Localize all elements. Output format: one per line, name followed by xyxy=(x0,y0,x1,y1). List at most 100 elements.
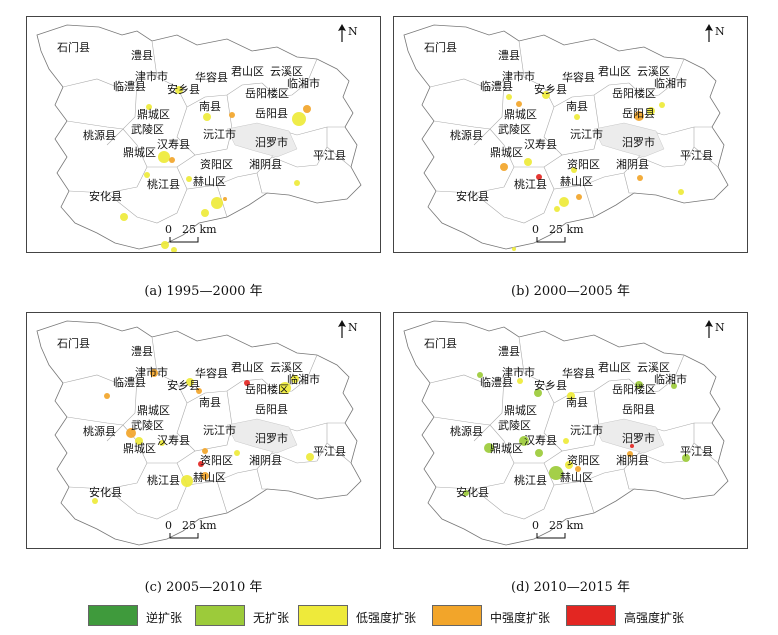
expansion-patch-mid xyxy=(575,466,581,472)
label-lixian: 澧县 xyxy=(131,345,153,358)
label-linxiang: 临湘市 xyxy=(654,373,687,386)
expansion-patch-mid xyxy=(229,112,235,118)
north-arrow-icon xyxy=(705,24,713,42)
label-anxiang: 安乡县 xyxy=(534,83,567,96)
label-wuling: 武陵区 xyxy=(131,123,164,136)
label-yueyang: 岳阳县 xyxy=(255,403,288,416)
label-nanxian: 南县 xyxy=(199,396,221,409)
expansion-patch-mid xyxy=(126,428,136,438)
label-anxiang: 安乡县 xyxy=(167,379,200,392)
scale-line xyxy=(536,533,566,539)
expansion-patch-low xyxy=(211,197,223,209)
expansion-patch-low xyxy=(678,189,684,195)
expansion-patch-low xyxy=(161,241,169,249)
legend: 逆扩张 无扩张 低强度扩张 中强度扩张 高强度扩张 xyxy=(0,601,778,631)
map-svg xyxy=(403,24,729,251)
map-panel-c: 石门县 澧县 津市市 临澧县 安乡县 华容县 君山区 云溪区 临湘市 岳阳楼区 … xyxy=(26,312,381,549)
label-heshan: 赫山区 xyxy=(560,175,593,188)
map-svg xyxy=(36,24,362,252)
region-outline xyxy=(403,24,729,250)
map-svg xyxy=(403,320,729,546)
label-shimen: 石门县 xyxy=(57,41,90,54)
label-hanshou: 汉寿县 xyxy=(524,138,557,151)
expansion-patch-high xyxy=(630,444,634,448)
label-yueyanglou: 岳阳楼区 xyxy=(245,87,289,100)
expansion-patch-mid xyxy=(500,163,508,171)
panel-caption-c: (c) 2005—2010 年 xyxy=(144,580,263,595)
label-xiangyin: 湘阴县 xyxy=(616,158,649,171)
region-outline xyxy=(36,24,362,250)
scale-value: 25 km xyxy=(182,519,217,532)
region-outline xyxy=(403,320,729,546)
label-dingcheng-south: 鼎城区 xyxy=(123,442,156,455)
expansion-patch-low xyxy=(563,438,569,444)
expansion-patch-low xyxy=(171,247,177,252)
label-yueyang: 岳阳县 xyxy=(622,403,655,416)
expansion-patch-low xyxy=(201,209,209,217)
legend-swatch-low xyxy=(298,605,348,626)
expansion-patch-low xyxy=(279,382,291,394)
label-hanshou: 汉寿县 xyxy=(157,138,190,151)
label-yuanjiang: 沅江市 xyxy=(570,128,603,141)
label-yuanjiang: 沅江市 xyxy=(570,424,603,437)
label-linxiang: 临湘市 xyxy=(654,77,687,90)
label-wuling: 武陵区 xyxy=(498,123,531,136)
scale-zero: 0 xyxy=(165,519,172,532)
expansion-patches xyxy=(120,86,311,252)
expansion-patch-low xyxy=(554,206,560,212)
label-taojiang: 桃江县 xyxy=(514,474,547,487)
expansion-patch-low xyxy=(659,102,665,108)
expansion-patch-mid xyxy=(576,194,582,200)
label-hanshou: 汉寿县 xyxy=(157,434,190,447)
label-nanxian: 南县 xyxy=(566,100,588,113)
scale-value: 25 km xyxy=(182,223,217,236)
expansion-patch-mid xyxy=(201,472,209,480)
label-xiangyin: 湘阴县 xyxy=(616,454,649,467)
label-huarong: 华容县 xyxy=(195,71,228,84)
label-yuanjiang: 沅江市 xyxy=(203,424,236,437)
expansion-patch-mid xyxy=(303,105,311,113)
label-ziyang: 资阳区 xyxy=(200,454,233,467)
expansion-patches xyxy=(92,369,314,504)
label-taoyuan: 桃源县 xyxy=(83,129,116,142)
expansion-patch-mid xyxy=(637,175,643,181)
expansion-patch-high xyxy=(198,461,204,467)
label-yueyanglou: 岳阳楼区 xyxy=(245,383,289,396)
label-hanshou: 汉寿县 xyxy=(524,434,557,447)
label-jinshi: 津市市 xyxy=(502,366,535,379)
expansion-patch-low xyxy=(120,213,128,221)
label-lixian: 澧县 xyxy=(131,49,153,62)
legend-label-low: 低强度扩张 xyxy=(356,611,417,625)
expansion-patch-low xyxy=(524,158,532,166)
panel-caption-a: (a) 1995—2000 年 xyxy=(144,284,263,299)
scale-line xyxy=(536,237,566,243)
label-pingjiang: 平江县 xyxy=(313,149,346,162)
label-yunxi: 云溪区 xyxy=(637,361,670,374)
water-bodies xyxy=(593,418,665,454)
label-dingcheng-north: 鼎城区 xyxy=(504,404,537,417)
expansion-patch-none xyxy=(682,454,690,462)
legend-swatch-mid xyxy=(432,605,482,626)
label-taojiang: 桃江县 xyxy=(147,178,180,191)
label-miluo: 汨罗市 xyxy=(622,432,655,445)
scale-line xyxy=(169,533,199,539)
expansion-patch-none xyxy=(671,383,677,389)
label-yueyang: 岳阳县 xyxy=(255,107,288,120)
label-wuling: 武陵区 xyxy=(131,419,164,432)
expansion-patch-none xyxy=(535,449,543,457)
north-arrow-icon xyxy=(338,320,346,338)
expansion-patch-low xyxy=(517,378,523,384)
legend-label-high: 高强度扩张 xyxy=(624,611,685,625)
expansion-patch-high xyxy=(244,380,250,386)
label-yueyanglou: 岳阳楼区 xyxy=(612,87,656,100)
county-boundaries xyxy=(62,336,352,520)
expansion-patch-none xyxy=(477,372,483,378)
expansion-patch-none xyxy=(534,389,542,397)
expansion-patch-mid xyxy=(196,388,202,394)
expansion-patch-low xyxy=(571,167,577,173)
expansion-patch-low xyxy=(186,378,194,386)
legend-label-reverse: 逆扩张 xyxy=(146,611,183,625)
label-huarong: 华容县 xyxy=(195,367,228,380)
label-jinshi: 津市市 xyxy=(135,366,168,379)
label-heshan: 赫山区 xyxy=(193,471,226,484)
